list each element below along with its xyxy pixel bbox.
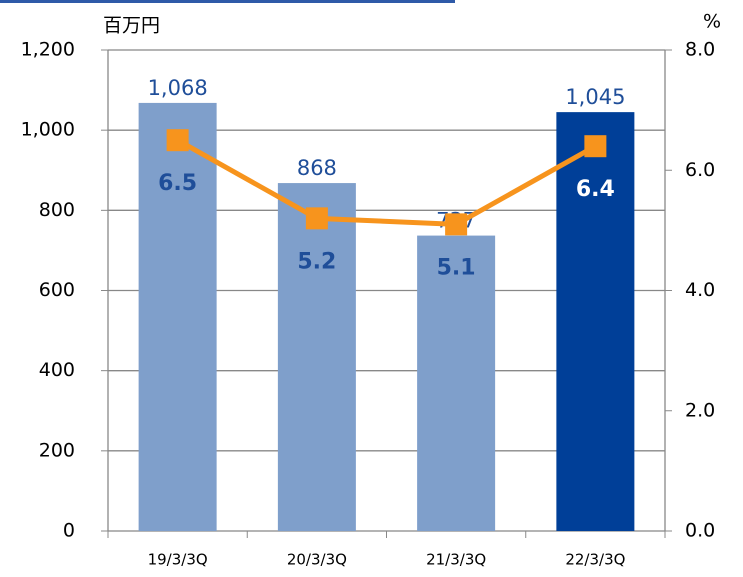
y-tick-label: 1,200 <box>21 39 75 61</box>
line-value-label: 5.1 <box>437 255 476 280</box>
y-tick-label: 0 <box>63 520 75 542</box>
line <box>176 138 597 227</box>
line-marker <box>166 129 189 152</box>
bar <box>277 183 356 531</box>
x-tick-label: 19/3/3Q <box>148 551 208 569</box>
y2-axis-label: % <box>703 11 721 33</box>
line-marker <box>305 207 328 230</box>
y2-tick-label: 0.0 <box>685 520 715 542</box>
line-value-label: 5.2 <box>297 249 336 274</box>
bar <box>556 112 635 532</box>
bar <box>417 235 496 532</box>
y-tick-label: 200 <box>39 439 75 461</box>
y-tick-label: 600 <box>39 279 75 301</box>
line-value-label: 6.4 <box>576 177 615 202</box>
bar <box>138 102 217 531</box>
y2-tick-label: 2.0 <box>685 399 715 421</box>
y2-tick-label: 6.0 <box>685 159 715 181</box>
line-marker <box>445 213 468 236</box>
line-value-label: 6.5 <box>158 171 197 196</box>
y-tick-label: 800 <box>39 199 75 221</box>
y2-tick-label: 4.0 <box>685 279 715 301</box>
y-axis-label: 百万円 <box>103 15 160 37</box>
header-bar <box>0 0 455 3</box>
bar-value-label: 868 <box>297 156 337 180</box>
y2-tick-label: 8.0 <box>685 39 715 61</box>
y-tick-label: 400 <box>39 359 75 381</box>
line-marker <box>584 135 607 158</box>
bar-value-label: 1,068 <box>148 76 208 100</box>
x-tick-label: 21/3/3Q <box>426 551 486 569</box>
x-tick-label: 20/3/3Q <box>287 551 347 569</box>
x-tick-label: 22/3/3Q <box>565 551 625 569</box>
y-tick-label: 1,000 <box>21 119 75 141</box>
bar-value-label: 1,045 <box>565 85 625 109</box>
